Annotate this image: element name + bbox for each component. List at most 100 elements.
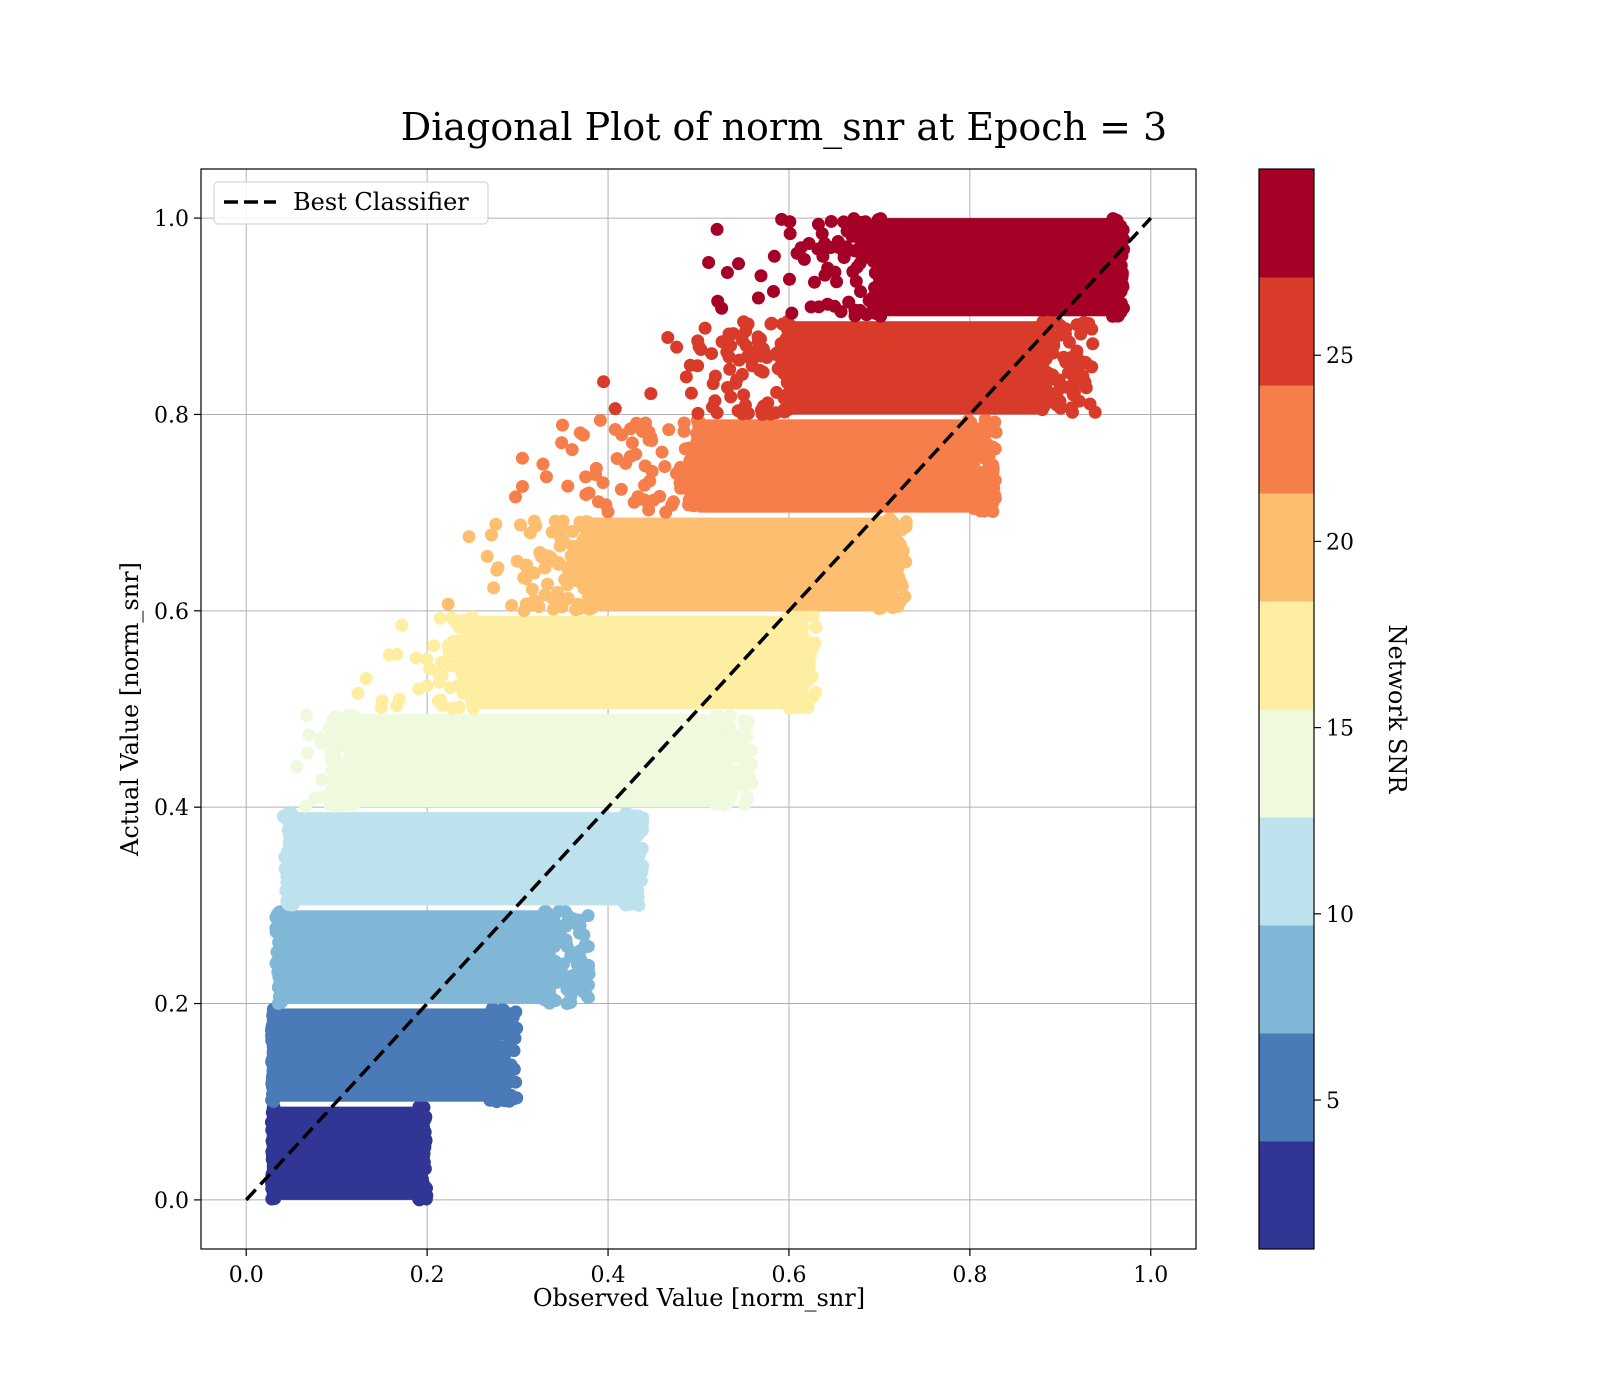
y-tick-label: 0.2 — [154, 993, 189, 1018]
scatter-point — [619, 898, 633, 912]
scatter-point — [286, 814, 300, 828]
scatter-point — [780, 376, 794, 390]
scatter-point — [962, 486, 976, 500]
scatter-point — [267, 1107, 281, 1121]
scatter-point — [899, 520, 913, 534]
scatter-point — [560, 578, 574, 592]
scatter-point — [828, 265, 842, 279]
scatter-point — [739, 720, 753, 734]
scatter-point — [1108, 218, 1122, 232]
scatter-point — [412, 1148, 426, 1162]
scatter-point — [892, 570, 906, 584]
scatter-point — [621, 814, 635, 828]
scatter-point — [555, 436, 569, 450]
colorbar-tick-label: 25 — [1326, 344, 1354, 369]
scatter-point — [446, 701, 460, 715]
scatter-point — [692, 432, 706, 446]
scatter-point — [539, 953, 553, 967]
scatter-point — [732, 257, 746, 271]
scatter-point — [495, 1071, 509, 1085]
scatter-point — [538, 588, 552, 602]
scatter-point — [807, 275, 821, 289]
scatter-point — [506, 1030, 520, 1044]
scatter-point — [986, 461, 1000, 475]
colorbar — [1258, 168, 1315, 1250]
scatter-point — [766, 284, 780, 298]
scatter-point — [433, 611, 447, 625]
point-band-core — [291, 812, 627, 906]
scatter-point — [537, 970, 551, 984]
scatter-point — [412, 1159, 426, 1173]
scatter-point — [677, 424, 691, 438]
scatter-point — [711, 791, 725, 805]
scatter-point — [565, 443, 579, 457]
scatter-point — [872, 578, 886, 592]
scatter-point — [739, 324, 753, 338]
scatter-point — [266, 1087, 280, 1101]
scatter-point — [390, 699, 404, 713]
y-tick-label: 0.8 — [154, 403, 189, 428]
scatter-point — [795, 650, 809, 664]
scatter-point — [729, 738, 743, 752]
point-band — [509, 412, 1003, 519]
scatter-point — [754, 332, 768, 346]
x-axis-label: Observed Value [norm_snr] — [533, 1284, 865, 1312]
scatter-point — [782, 272, 796, 286]
scatter-point — [693, 444, 707, 458]
scatter-point — [830, 275, 844, 289]
scatter-point — [723, 362, 737, 376]
scatter-point — [465, 610, 479, 624]
scatter-point — [266, 1018, 280, 1032]
scatter-point — [597, 375, 611, 389]
scatter-point — [858, 215, 872, 229]
scatter-point — [559, 919, 573, 933]
scatter-point — [308, 792, 322, 806]
scatter-point — [519, 559, 533, 573]
scatter-point — [848, 303, 862, 317]
scatter-point — [265, 1182, 279, 1196]
scatter-point — [874, 252, 888, 266]
scatter-point — [608, 402, 622, 416]
scatter-point — [582, 486, 596, 500]
chart-title: Diagonal Plot of norm_snr at Epoch = 3 — [401, 105, 1167, 150]
scatter-point — [698, 321, 712, 335]
scatter-point — [588, 468, 602, 482]
scatter-point — [327, 779, 341, 793]
y-tick-label: 0.4 — [154, 796, 189, 821]
scatter-point — [423, 662, 437, 676]
scatter-point — [267, 1123, 281, 1137]
scatter-point — [541, 577, 555, 591]
scatter-point — [536, 457, 550, 471]
scatter-point — [678, 442, 692, 456]
colorbar-band — [1259, 817, 1314, 926]
scatter-point — [794, 241, 808, 255]
point-band-core — [472, 615, 789, 709]
scatter-point — [811, 217, 825, 231]
scatter-point — [298, 799, 312, 813]
scatter-point — [390, 647, 404, 661]
scatter-point — [801, 700, 815, 714]
scatter-point — [275, 924, 289, 938]
scatter-point — [601, 505, 615, 519]
scatter-point — [781, 397, 795, 411]
point-band-core — [282, 910, 545, 1004]
scatter-point — [661, 330, 675, 344]
scatter-point — [509, 490, 523, 504]
scatter-point — [464, 625, 478, 639]
scatter-point — [572, 966, 586, 980]
point-band-core — [879, 218, 1115, 317]
colorbar-tick-label: 20 — [1326, 530, 1354, 555]
scatter-point — [346, 723, 360, 737]
scatter-point — [555, 418, 569, 432]
point-band — [269, 904, 596, 1011]
scatter-point — [850, 260, 864, 274]
scatter-point — [286, 878, 300, 892]
scatter-point — [573, 913, 587, 927]
scatter-point — [507, 1062, 521, 1076]
colorbar-tick-label: 5 — [1326, 1089, 1340, 1114]
point-band — [264, 1001, 524, 1109]
scatter-point — [275, 953, 289, 967]
scatter-point — [502, 1094, 516, 1108]
scatter-point — [729, 376, 743, 390]
y-axis-label: Actual Value [norm_snr] — [116, 562, 144, 857]
